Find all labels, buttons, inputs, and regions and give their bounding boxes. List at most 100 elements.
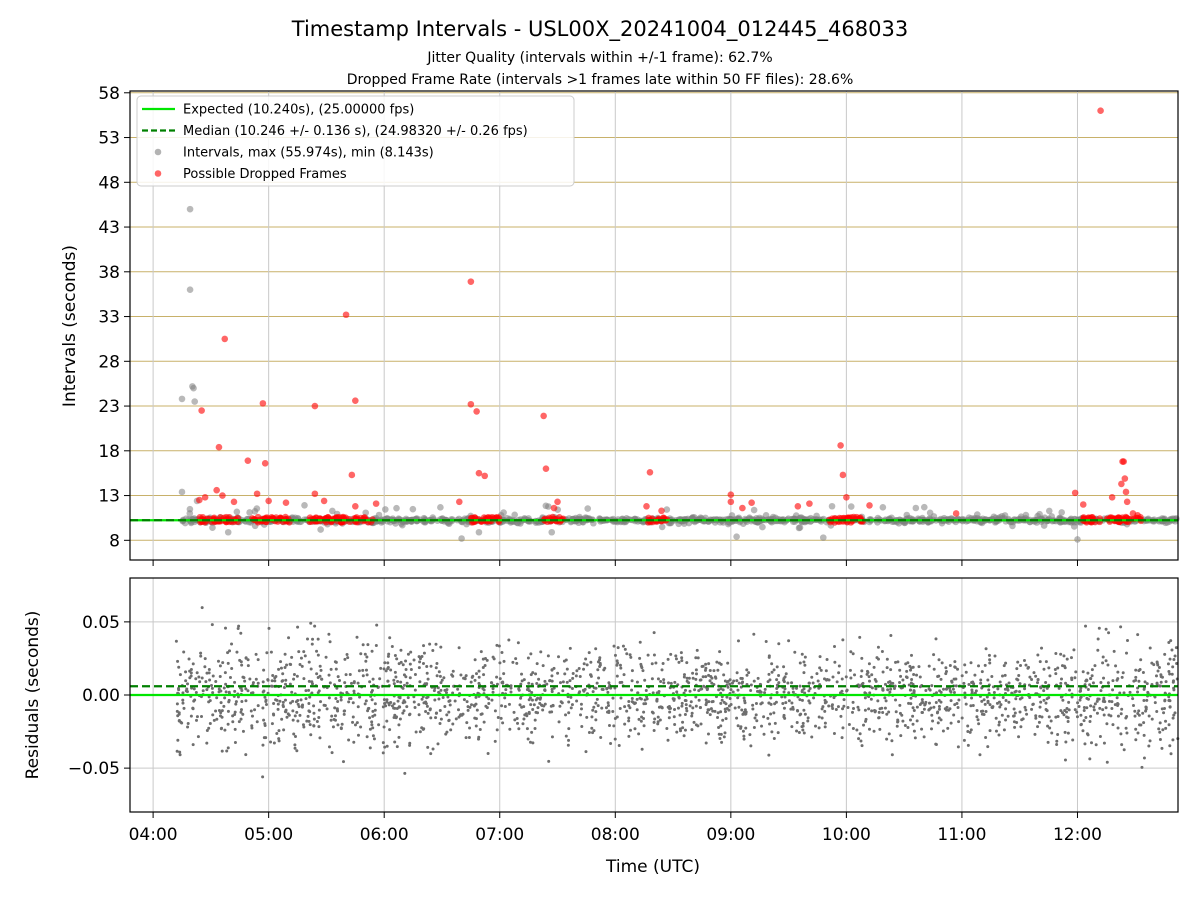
residual-point	[230, 642, 234, 646]
residual-point	[246, 664, 250, 668]
residual-point	[956, 705, 960, 709]
residual-point	[762, 715, 766, 719]
residual-point	[613, 653, 617, 657]
residual-point	[909, 696, 913, 700]
residual-point	[363, 702, 367, 706]
residual-point	[297, 650, 301, 654]
dropped-frame-point	[481, 472, 489, 480]
residual-point	[239, 717, 243, 721]
residual-point	[887, 710, 891, 714]
residual-point	[615, 659, 619, 663]
residual-point	[570, 687, 574, 691]
residual-point	[308, 695, 312, 699]
residual-point	[385, 698, 389, 702]
residual-point	[1126, 638, 1130, 642]
residual-point	[307, 679, 311, 683]
residual-point	[408, 713, 412, 717]
residual-point	[543, 702, 547, 706]
residual-point	[994, 729, 998, 733]
residual-point	[857, 737, 861, 741]
dropped-frame-point	[196, 496, 203, 504]
residual-point	[433, 686, 437, 690]
residual-point	[1092, 708, 1096, 712]
dropped-frame-point	[658, 507, 665, 515]
residual-point	[512, 710, 516, 714]
residual-point	[900, 713, 904, 717]
residual-point	[1115, 696, 1119, 700]
residual-point	[638, 656, 642, 660]
residual-point	[815, 672, 819, 676]
residual-point	[585, 663, 589, 667]
residual-point	[256, 658, 260, 662]
residual-point	[752, 679, 756, 683]
residual-point	[317, 725, 321, 729]
residual-point	[442, 676, 446, 680]
residual-point	[722, 735, 726, 739]
residual-point	[1036, 725, 1040, 729]
residual-point	[266, 678, 270, 682]
residual-point	[1114, 664, 1118, 668]
residual-point	[308, 723, 312, 727]
residual-point	[607, 723, 611, 727]
residual-point	[1099, 689, 1103, 693]
residual-point	[735, 679, 739, 683]
residual-point	[333, 706, 337, 710]
residual-point	[584, 657, 588, 661]
residual-point	[539, 650, 543, 654]
residual-point	[766, 716, 770, 720]
residual-point	[1039, 685, 1043, 689]
residual-point	[782, 680, 786, 684]
residual-point	[388, 728, 392, 732]
residual-point	[276, 702, 280, 706]
residual-point	[1169, 639, 1173, 643]
residual-point	[1042, 698, 1046, 702]
residual-point	[1119, 732, 1123, 736]
dropped-frame-point	[1071, 489, 1079, 497]
residual-point	[930, 713, 934, 717]
residual-point	[767, 701, 771, 705]
residual-point	[1168, 744, 1172, 748]
dropped-frame-point	[646, 468, 654, 476]
residual-point	[1168, 657, 1172, 661]
residual-point	[934, 637, 938, 641]
residual-point	[596, 668, 600, 672]
residual-point	[988, 703, 992, 707]
residual-point	[851, 652, 855, 656]
residual-point	[949, 690, 953, 694]
top-y-tick-label: 23	[98, 397, 120, 417]
residual-point	[1096, 637, 1100, 641]
residual-point	[465, 700, 469, 704]
residual-point	[244, 656, 248, 660]
residual-point	[277, 737, 281, 741]
residual-point	[658, 718, 662, 722]
residual-point	[383, 745, 387, 749]
top-y-tick-label: 13	[98, 487, 120, 507]
residual-point	[912, 690, 916, 694]
residual-point	[742, 737, 746, 741]
residual-point	[399, 680, 403, 684]
residual-point	[186, 682, 190, 686]
residual-point	[261, 743, 265, 747]
residual-point	[272, 701, 276, 705]
residual-point	[570, 703, 574, 707]
dropped-frame-point	[554, 498, 561, 506]
residual-point	[414, 730, 418, 734]
residual-point	[461, 712, 465, 716]
residual-point	[982, 712, 986, 716]
residual-point	[435, 674, 439, 678]
residual-point	[214, 680, 218, 684]
residual-point	[316, 653, 320, 657]
residual-point	[283, 698, 287, 702]
residual-point	[184, 679, 188, 683]
dropped-frame-point	[201, 494, 209, 501]
residual-point	[966, 724, 970, 728]
residual-point	[690, 714, 694, 718]
residual-point	[298, 663, 302, 667]
residual-point	[878, 727, 882, 731]
residual-point	[256, 681, 260, 685]
residual-point	[589, 660, 593, 664]
residual-point	[311, 637, 315, 641]
residual-point	[456, 708, 460, 712]
residual-point	[197, 675, 201, 679]
residual-point	[236, 695, 240, 699]
